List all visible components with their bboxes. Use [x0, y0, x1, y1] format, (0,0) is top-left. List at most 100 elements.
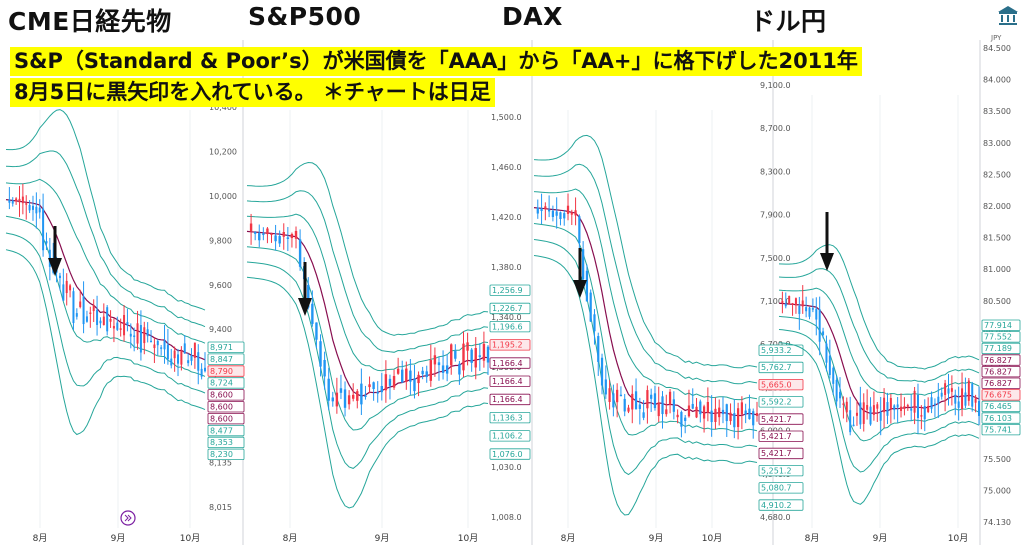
y-tick-label: 81.500: [983, 234, 1011, 243]
price-badge-box: [489, 284, 531, 296]
candle-body: [347, 395, 351, 405]
candle-body: [548, 209, 551, 212]
candle-body: [616, 389, 619, 403]
y-tick-label: 84.500: [983, 44, 1011, 53]
x-tick-label: 8月: [561, 533, 576, 544]
price-badge-label: 1,166.4: [492, 359, 523, 368]
candle-body: [940, 392, 943, 397]
price-badge-label: 76.827: [984, 379, 1012, 388]
band-line-up-2: [5, 150, 206, 328]
candle-body: [62, 284, 65, 301]
candle-body: [177, 354, 180, 364]
candle-body: [944, 383, 947, 396]
candle-body: [536, 207, 539, 214]
candle-body: [486, 346, 490, 363]
candle-body: [258, 232, 261, 241]
x-tick-label: 9月: [111, 533, 126, 544]
candle-body: [380, 386, 384, 393]
price-badge-label: 8,971: [210, 343, 233, 352]
candle-body: [482, 343, 486, 361]
x-tick-label: 10月: [948, 533, 968, 544]
candle-body: [270, 233, 273, 235]
y-tick-label: 9,600: [209, 281, 232, 290]
price-badge-box: [758, 447, 804, 460]
price-badge-label: 8,790: [210, 367, 233, 376]
x-tick-label: 9月: [375, 533, 390, 544]
candle-body: [794, 298, 797, 306]
candle-body: [119, 328, 122, 330]
candle-body: [364, 395, 367, 398]
price-badge-label: 5,080.7: [761, 484, 792, 493]
price-badge-label: 76.827: [984, 367, 1012, 376]
candle-body: [343, 389, 347, 408]
candle-body: [828, 355, 831, 375]
band-line-up-3: [778, 244, 980, 370]
chart-panel-2: 9,100.0 8,700.0 8,300.0 7,900.0 7,500.0 7,100…: [533, 40, 804, 545]
band-line-up-3: [533, 134, 758, 369]
price-badge-label: 76.103: [984, 414, 1012, 423]
band-line-dn-3: [246, 276, 489, 509]
chart-title-usdjpy: ドル円: [750, 7, 827, 36]
chart-panel-0: 10,40010,20010,0009,8009,6009,4009,2008,…: [5, 40, 245, 545]
candle-body: [544, 206, 547, 210]
price-badge-box: [758, 499, 804, 511]
candle-body: [650, 394, 653, 399]
candle-body: [702, 406, 706, 419]
candle-body: [801, 300, 804, 307]
chart-title-sp500: S&P500: [248, 2, 362, 31]
price-badge-box: [981, 354, 1021, 366]
price-badge-label: 5,421.7: [761, 432, 792, 441]
candle-body: [930, 397, 933, 409]
candle-body: [368, 384, 371, 388]
y-tick-label: 9,400: [209, 325, 232, 334]
candle-body: [555, 211, 558, 216]
band-line-up-2: [246, 190, 489, 353]
price-badge-box: [489, 393, 531, 406]
candle-body: [740, 402, 743, 415]
candle-body: [718, 407, 721, 418]
candle-body: [376, 392, 379, 394]
price-badge-box: [207, 436, 245, 449]
candle-body: [266, 228, 269, 235]
candle-body: [425, 371, 428, 378]
price-badge-label: 8,600: [210, 414, 233, 423]
candle-body: [153, 344, 156, 349]
candle-body: [294, 230, 298, 239]
y-tick-label: 75.500: [983, 455, 1011, 464]
candle-body: [684, 417, 687, 422]
price-badge-label: 77.189: [984, 344, 1012, 353]
candle-body: [832, 367, 835, 384]
candle-body: [839, 391, 842, 399]
price-badge-label: 76.465: [984, 402, 1012, 411]
price-badge-label: 8,477: [210, 426, 233, 435]
price-badge-box: [207, 412, 245, 425]
candle-body: [112, 326, 115, 329]
candle-body: [462, 343, 465, 371]
candle-body: [855, 412, 858, 416]
candle-body: [752, 411, 755, 426]
candle-body: [8, 199, 11, 203]
events-icon[interactable]: [120, 510, 136, 526]
candle-body: [360, 383, 363, 405]
y-tick-label: 8,015: [209, 503, 232, 512]
candle-body: [748, 408, 751, 420]
candle-body: [173, 350, 176, 359]
candle-body: [82, 296, 85, 325]
candle-body: [903, 406, 906, 410]
down-arrow-head: [48, 258, 62, 276]
candle-body: [721, 409, 725, 415]
y-tick-label: 9,800: [209, 236, 232, 245]
candle-body: [160, 347, 163, 349]
y-tick-label: 74.130: [983, 518, 1011, 527]
candle-body: [593, 314, 596, 332]
price-badge-box: [207, 448, 245, 461]
banner-line-1: S&P（Standard & Poor’s）が米国債を「AAA」から「AA+」に…: [10, 47, 862, 76]
candle-body: [923, 406, 926, 420]
y-tick-label: 81.000: [983, 265, 1011, 274]
candle-body: [45, 241, 48, 244]
candle-body: [136, 323, 139, 344]
candle-body: [608, 388, 611, 402]
price-badge-box: [207, 389, 245, 401]
candle-body: [634, 391, 638, 410]
candle-body: [822, 331, 825, 335]
